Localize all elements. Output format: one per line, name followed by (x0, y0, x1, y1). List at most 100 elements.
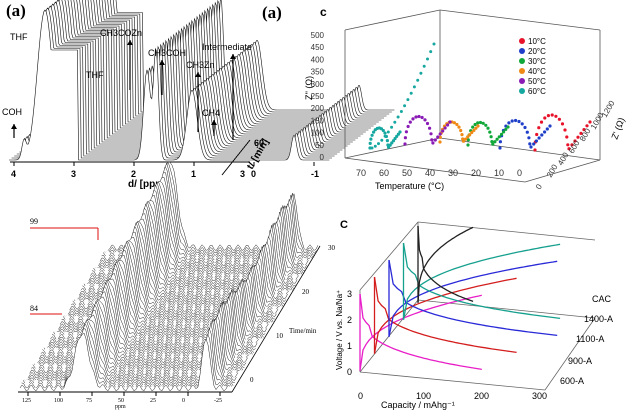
impedance-point (466, 143, 470, 147)
impedance-point (585, 124, 589, 128)
impedance-point (472, 128, 476, 132)
impedance-point (436, 135, 440, 139)
impedance-z1-tick: 1200 (600, 99, 617, 119)
impedance-z1-tick: 600 (567, 138, 582, 155)
impedance-z1-tick: 200 (545, 162, 560, 179)
impedance-legend-label: 10°C (528, 37, 546, 46)
impedance-z2-tick: 0 (320, 153, 325, 162)
charge-discharge-curve (402, 242, 561, 320)
impedance-point (502, 130, 506, 134)
impedance-zlabel: Z' (Ω) (609, 116, 626, 141)
impedance-legend-label: 20°C (528, 47, 546, 56)
impedance-point (497, 135, 501, 139)
impedance-legend-marker (519, 48, 525, 54)
impedance-z2-tick: 500 (311, 31, 325, 40)
impedance-point (383, 131, 387, 135)
nmr-top-t-tick-label: 3 (240, 169, 245, 179)
impedance-point (403, 142, 407, 146)
panel-label-c-upper: C (340, 219, 348, 231)
impedance-point (490, 140, 494, 144)
impedance-z1-tick: 0 (534, 182, 544, 191)
impedance-point (550, 113, 554, 117)
impedance-point (426, 57, 429, 61)
impedance-point (566, 143, 570, 147)
impedance-z1-tick: 400 (556, 150, 571, 167)
impedance-point (459, 128, 463, 133)
impedance-point (557, 117, 562, 121)
nmr-top-peak-arrowhead (195, 72, 201, 77)
charge-discharge-ticks: 0 100 200 300 0 1 2 3 600-A 900-A 1100-A 1400-A CAC (347, 289, 613, 401)
impedance-point (488, 130, 492, 134)
impedance-point (476, 121, 480, 125)
nmr-top-x-tick-label: 2 (131, 169, 136, 179)
nmr-top-t-tick-label: 60 (254, 138, 264, 148)
impedance-z2-tick: 150 (311, 116, 325, 125)
charge-discharge-series-label: 1400-A (584, 314, 613, 324)
impedance-point (406, 98, 410, 102)
impedance-legend-marker (519, 38, 525, 44)
nmr-top-spectrum-line (9, 9, 330, 161)
impedance-point (457, 125, 461, 129)
impedance-point (486, 126, 490, 130)
impedance-point (570, 143, 574, 147)
impedance-z2-tick: 400 (311, 55, 325, 64)
impedance-point (474, 126, 478, 130)
impedance-temp-tick: 30 (448, 168, 458, 178)
impedance-point (543, 116, 547, 120)
impedance-point (525, 130, 529, 134)
impedance-point (493, 140, 497, 144)
impedance-z2-tick: 350 (311, 68, 325, 77)
impedance-point (369, 137, 373, 141)
impedance-z2-tick: 100 (311, 129, 325, 138)
nmr-top-peak-label: CH4 (202, 108, 220, 118)
impedance-point (461, 139, 466, 143)
nmr-top-peak-arrowhead (11, 124, 17, 129)
impedance-point (416, 78, 420, 82)
nmr-bottom-time-tick-label: 10 (276, 332, 284, 340)
impedance-point (567, 147, 571, 151)
nmr-top-peak-arrowhead (159, 60, 165, 65)
nmr-top-peak-arrowhead (211, 120, 217, 125)
nmr-bottom-x-tick-label: 0 (182, 398, 185, 404)
nmr-top-peak-label: THF (86, 70, 104, 80)
impedance-point (495, 137, 499, 141)
impedance-point (428, 126, 432, 130)
nmr-top-x-tick-label: -1 (311, 169, 319, 179)
charge-discharge-series-label: 1100-A (576, 334, 604, 344)
nmr-top-peak-label: CH3COH (148, 48, 186, 58)
impedance-point (504, 127, 508, 131)
impedance-legend-label: 30°C (528, 57, 546, 66)
impedance-point (388, 143, 392, 147)
impedance-point (414, 115, 418, 119)
charge-discharge-series-label: CAC (592, 294, 612, 304)
charge-discharge-x-tick: 300 (532, 391, 547, 401)
impedance-temp-tick: 20 (471, 168, 481, 178)
impedance-legend-marker (519, 78, 525, 84)
nmr-bottom-x-tick-label: 100 (54, 398, 63, 404)
impedance-point (537, 136, 541, 140)
impedance-point (473, 122, 477, 127)
impedance-point (528, 142, 532, 146)
nmr-bottom-x-tick-label: 50 (118, 398, 124, 404)
impedance-point (546, 114, 551, 118)
impedance-point (489, 135, 493, 139)
impedance-point (534, 139, 539, 143)
charge-discharge-y-tick: 1 (347, 341, 352, 351)
impedance-box-edge (439, 9, 601, 31)
impedance-ylabel: Z'' (Ω) (304, 76, 314, 100)
impedance-point (506, 125, 510, 129)
impedance-point (471, 125, 475, 129)
charge-discharge-series-label: 600-A (560, 376, 584, 386)
impedance-temp-tick: 0 (517, 168, 522, 178)
panel-label-c-lower: c (320, 5, 327, 19)
charge-discharge-box-edge (417, 221, 596, 241)
nmr-top-spectra (9, 0, 395, 161)
impedance-point (393, 120, 397, 124)
impedance-point (390, 125, 394, 129)
nmr-top-peak-label: COH (2, 107, 22, 117)
impedance-point (523, 125, 527, 130)
impedance-legend-marker (519, 88, 525, 94)
nmr-bottom-spectra (19, 161, 319, 392)
